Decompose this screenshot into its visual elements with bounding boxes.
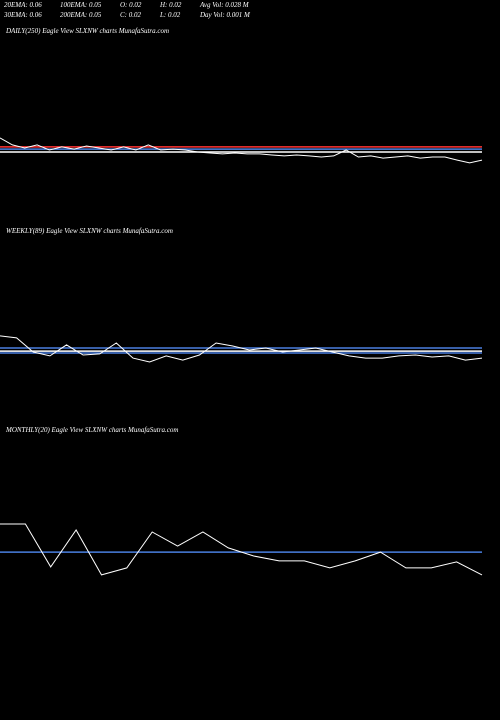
price-line [0, 335, 483, 363]
header-stat: Day Vol: 0.001 M [199, 11, 251, 19]
panel-title: DAILY(250) Eagle View SLXNW charts Munaf… [5, 27, 169, 35]
price-line [0, 523, 483, 576]
header-stat: L: 0.02 [159, 11, 181, 19]
header-stat: 100EMA: 0.05 [60, 1, 102, 9]
panel-title: MONTHLY(20) Eagle View SLXNW charts Muna… [5, 426, 178, 434]
price-line [0, 137, 483, 164]
header-stat: 20EMA: 0.06 [4, 1, 42, 9]
header-stat: H: 0.02 [159, 1, 182, 9]
header-stat: 30EMA: 0.06 [3, 11, 42, 19]
header-stat: Avg Vol: 0.028 M [199, 1, 250, 9]
header-stat: C: 0.02 [120, 11, 142, 19]
header-stat: 200EMA: 0.05 [60, 11, 102, 19]
header-stat: O: 0.02 [120, 1, 142, 9]
panel-title: WEEKLY(89) Eagle View SLXNW charts Munaf… [6, 227, 173, 235]
